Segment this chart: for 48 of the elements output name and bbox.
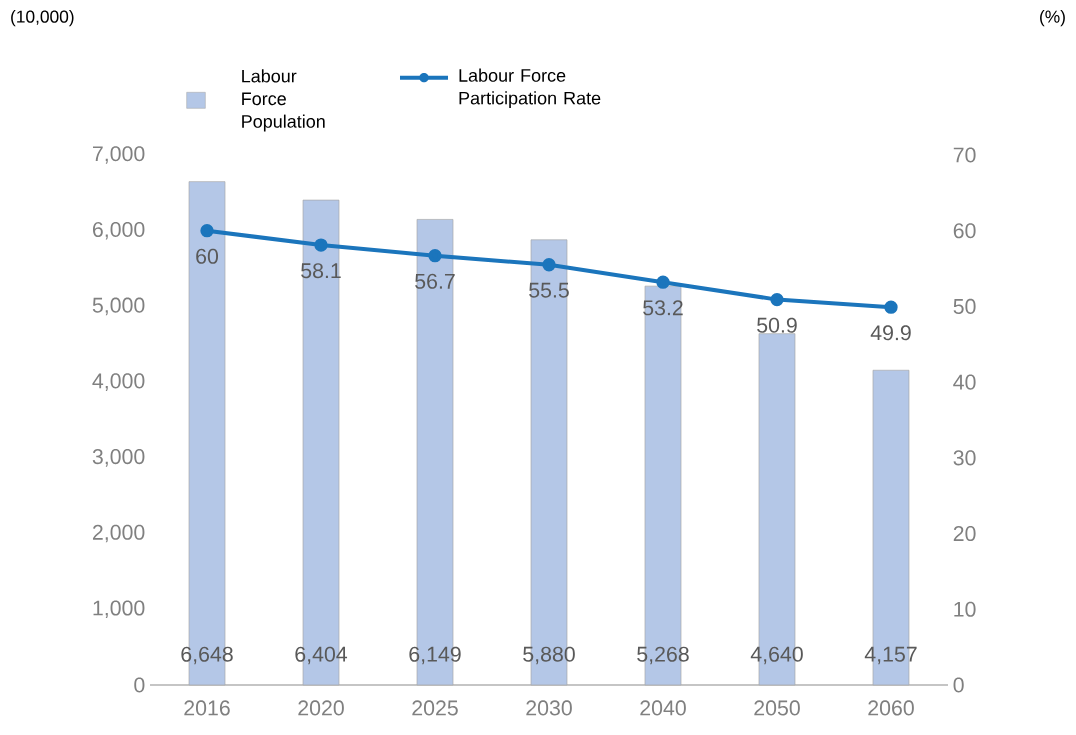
data-label: 58.1 bbox=[301, 263, 341, 279]
point bbox=[656, 275, 670, 289]
data-label: 6,648 bbox=[181, 646, 233, 665]
data-label: 4,640 bbox=[750, 646, 803, 665]
legend-label: Labour Force Participation Rate bbox=[459, 68, 601, 109]
x-tick-label: 2020 bbox=[298, 700, 344, 716]
x-tick-label: 2060 bbox=[868, 700, 914, 716]
text: (10,000) bbox=[11, 10, 74, 27]
y-tick-label: 1,000 bbox=[93, 600, 145, 619]
data-label: 49.9 bbox=[870, 325, 911, 341]
y2-tick-label: 40 bbox=[953, 374, 976, 390]
point bbox=[770, 292, 784, 307]
y2-tick-label: 60 bbox=[953, 223, 976, 239]
x-tick-label: 2040 bbox=[640, 700, 686, 716]
point bbox=[542, 258, 556, 272]
x-tick-label: 2050 bbox=[754, 700, 800, 716]
data-label: 53.2 bbox=[643, 300, 683, 316]
data-label: 5,268 bbox=[637, 646, 689, 665]
data-label: 50.9 bbox=[757, 317, 797, 333]
y2-tick-label: 0 bbox=[953, 677, 964, 693]
x-tick-label: 2025 bbox=[412, 700, 458, 716]
x-tick-label: 2016 bbox=[184, 700, 230, 716]
data-label: 60 bbox=[196, 248, 219, 264]
y-tick-label: 3,000 bbox=[92, 449, 145, 467]
y-tick-label: 6,000 bbox=[93, 221, 145, 240]
data-label: 5,880 bbox=[523, 646, 575, 665]
y-tick-label: 0 bbox=[134, 677, 145, 693]
y2-tick-label: 70 bbox=[953, 147, 976, 163]
y2-tick-label: 30 bbox=[953, 450, 976, 466]
y2-tick-label: 50 bbox=[953, 298, 976, 314]
y-tick-label: 5,000 bbox=[92, 297, 145, 316]
y2-tick-label: 10 bbox=[954, 601, 976, 617]
data-label: 4,157 bbox=[864, 646, 917, 665]
y-tick-label: 4,000 bbox=[92, 373, 145, 391]
data-label: 6,404 bbox=[295, 646, 348, 665]
data-label: 6,149 bbox=[409, 646, 461, 665]
point bbox=[314, 238, 328, 252]
x-tick-label: 2030 bbox=[526, 700, 572, 716]
data-label: 55.5 bbox=[529, 282, 569, 298]
text: (%) bbox=[1040, 10, 1065, 27]
y-tick-label: 7,000 bbox=[93, 146, 145, 164]
y2-tick-label: 20 bbox=[953, 526, 976, 542]
y-tick-label: 2,000 bbox=[92, 524, 145, 543]
data-label: 56.7 bbox=[415, 273, 455, 289]
legend-label: Labour Force Population bbox=[242, 69, 325, 132]
point bbox=[884, 300, 898, 314]
point bbox=[200, 224, 214, 238]
point bbox=[428, 249, 442, 263]
